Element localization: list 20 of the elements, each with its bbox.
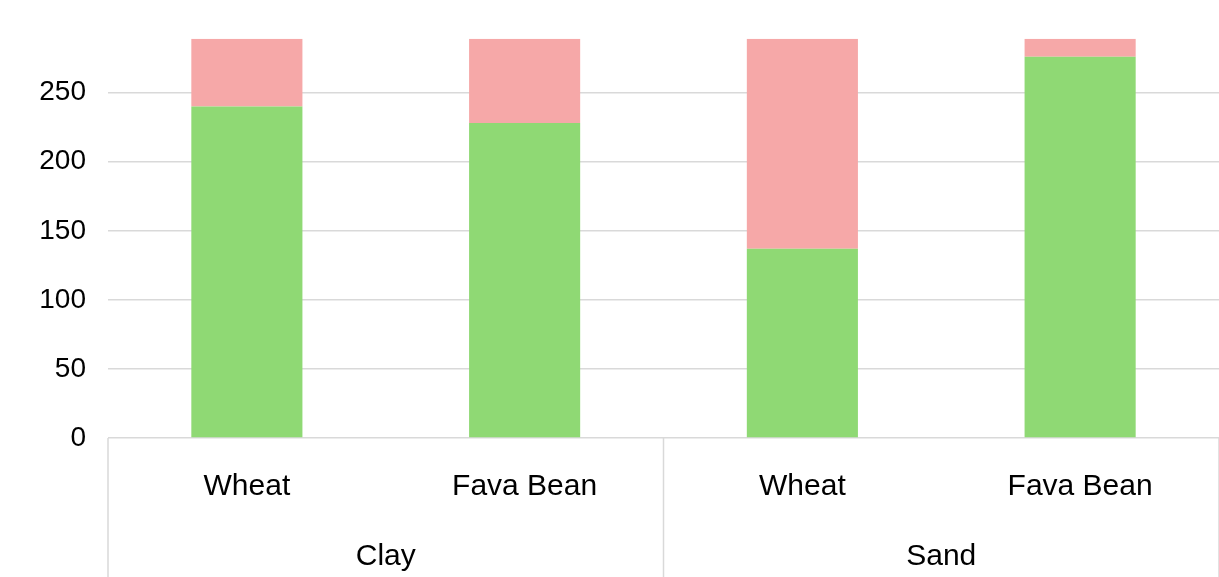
- x-tick-label: Fava Bean: [452, 468, 598, 502]
- bar: [469, 123, 581, 438]
- bar: [746, 38, 858, 249]
- x-tick-label: Wheat: [203, 468, 291, 502]
- y-tick-label: 100: [39, 282, 86, 314]
- y-tick-label: 0: [70, 420, 86, 452]
- text: Clay: [355, 538, 416, 572]
- bar: [191, 106, 303, 438]
- bar: [191, 38, 303, 107]
- y-tick-label: 200: [39, 144, 86, 176]
- y-tick-label: 250: [39, 75, 86, 107]
- bar: [469, 38, 581, 124]
- x-tick-label: Wheat: [759, 468, 847, 502]
- bar: [746, 248, 858, 438]
- y-tick-label: 50: [54, 351, 86, 383]
- x-tick-label: Fava Bean: [1007, 468, 1153, 502]
- bar: [1024, 56, 1136, 438]
- y-tick-label: 150: [39, 213, 86, 245]
- text: Sand: [906, 538, 977, 572]
- bar: [1024, 38, 1136, 57]
